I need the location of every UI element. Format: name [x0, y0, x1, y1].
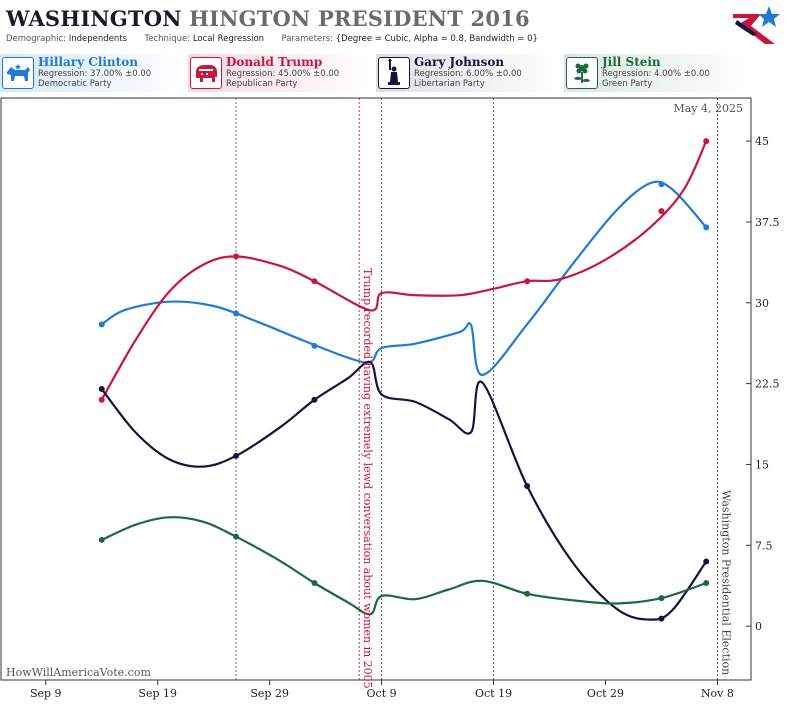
- x-tick-label: Sep 19: [138, 687, 177, 700]
- y-tick-label: 15: [755, 458, 769, 471]
- data-point: [311, 278, 318, 285]
- candidate-regression: Regression: 37.00% ±0.00: [38, 69, 152, 79]
- y-tick-label: 45: [755, 135, 769, 148]
- data-point: [703, 224, 710, 231]
- plot-frame: [0, 97, 752, 681]
- data-point: [311, 342, 318, 349]
- data-point: [703, 580, 710, 586]
- y-tick-label: 7.5: [755, 539, 773, 552]
- legend-item-stein[interactable]: Jill Stein Regression: 4.00% ±0.00 Green…: [564, 54, 750, 92]
- chart-title: WASHINGTON HINGTON PRESIDENT 2016: [6, 6, 530, 31]
- candidate-legend: Hillary Clinton Regression: 37.00% ±0.00…: [0, 54, 789, 94]
- data-point: [233, 253, 240, 260]
- data-point: [658, 615, 665, 622]
- data-point: [703, 558, 710, 565]
- x-tick-label: Nov 8: [701, 687, 734, 700]
- candidate-regression: Regression: 6.00% ±0.00: [414, 69, 522, 79]
- x-tick-label: Oct 29: [587, 687, 624, 700]
- y-tick-label: 0: [755, 620, 762, 633]
- legend-item-clinton[interactable]: Hillary Clinton Regression: 37.00% ±0.00…: [0, 54, 186, 92]
- title-part-2: HINGTON PRESIDENT 2016: [189, 6, 530, 31]
- data-point: [524, 590, 531, 597]
- technique-value: Local Regression: [192, 34, 265, 44]
- y-tick-label: 30: [755, 297, 769, 310]
- candidate-party: Libertarian Party: [414, 79, 485, 89]
- parameters-label: Parameters:: [281, 34, 333, 44]
- candidate-name: Gary Johnson: [414, 55, 505, 69]
- x-tick-label: Oct 9: [367, 687, 397, 700]
- series-line: [101, 516, 707, 616]
- data-point: [658, 181, 665, 188]
- data-point: [233, 452, 240, 459]
- data-point: [311, 580, 318, 586]
- candidate-name: Hillary Clinton: [38, 55, 138, 69]
- data-point: [98, 321, 105, 328]
- data-point: [703, 138, 710, 145]
- parameters-value: {Degree = Cubic, Alpha = 0.8, Bandwidth …: [335, 34, 538, 44]
- series-line: [100, 140, 708, 401]
- candidate-regression: Regression: 45.00% ±0.00: [226, 69, 340, 79]
- demographic-value: Independents: [68, 34, 128, 44]
- candidate-name: Donald Trump: [226, 55, 323, 69]
- annotation-label: Washington Presidential Election: [719, 490, 732, 675]
- chart-header: WASHINGTON HINGTON PRESIDENT 2016 Demogr…: [0, 0, 789, 100]
- x-tick-label: Sep 29: [250, 687, 289, 700]
- legend-item-trump[interactable]: Donald Trump Regression: 45.00% ±0.00 Re…: [188, 54, 374, 92]
- candidate-party: Republican Party: [226, 79, 298, 89]
- donkey-icon: [2, 57, 34, 89]
- candidate-party: Green Party: [602, 79, 653, 89]
- series-line: [101, 180, 708, 377]
- y-tick-label: 37.5: [755, 216, 780, 229]
- x-tick-label: Sep 9: [30, 687, 62, 700]
- data-point: [524, 278, 531, 285]
- technique-label: Technique:: [144, 34, 191, 44]
- data-point: [98, 386, 105, 392]
- x-tick-label: Oct 19: [475, 687, 512, 700]
- data-point: [524, 483, 531, 489]
- annotation-label: Trump recorded having extremely lewd con…: [361, 268, 374, 689]
- data-point: [311, 396, 318, 403]
- candidate-name: Jill Stein: [602, 55, 661, 69]
- date-label: May 4, 2025: [673, 102, 743, 115]
- data-point: [233, 533, 240, 540]
- candidate-regression: Regression: 4.00% ±0.00: [602, 69, 710, 79]
- legend-item-johnson[interactable]: Gary Johnson Regression: 6.00% ±0.00 Lib…: [376, 54, 562, 92]
- data-point: [658, 595, 665, 602]
- flower-icon: [566, 57, 598, 89]
- parameters-line: Demographic: Independents Technique: Loc…: [6, 34, 538, 44]
- candidate-party: Democratic Party: [38, 79, 112, 89]
- data-point: [233, 310, 240, 317]
- data-point: [658, 208, 665, 215]
- y-tick-label: 22.5: [755, 378, 780, 391]
- watermark: HowWillAmericaVote.com: [6, 666, 151, 679]
- demographic-label: Demographic:: [6, 34, 67, 44]
- site-logo-icon: [733, 6, 780, 44]
- data-point: [98, 536, 105, 543]
- statue-of-liberty-icon: [378, 57, 410, 89]
- title-part-1: WASHINGTON: [6, 6, 182, 31]
- data-point: [98, 396, 105, 403]
- series-line: [100, 360, 708, 621]
- elephant-icon: [190, 57, 222, 89]
